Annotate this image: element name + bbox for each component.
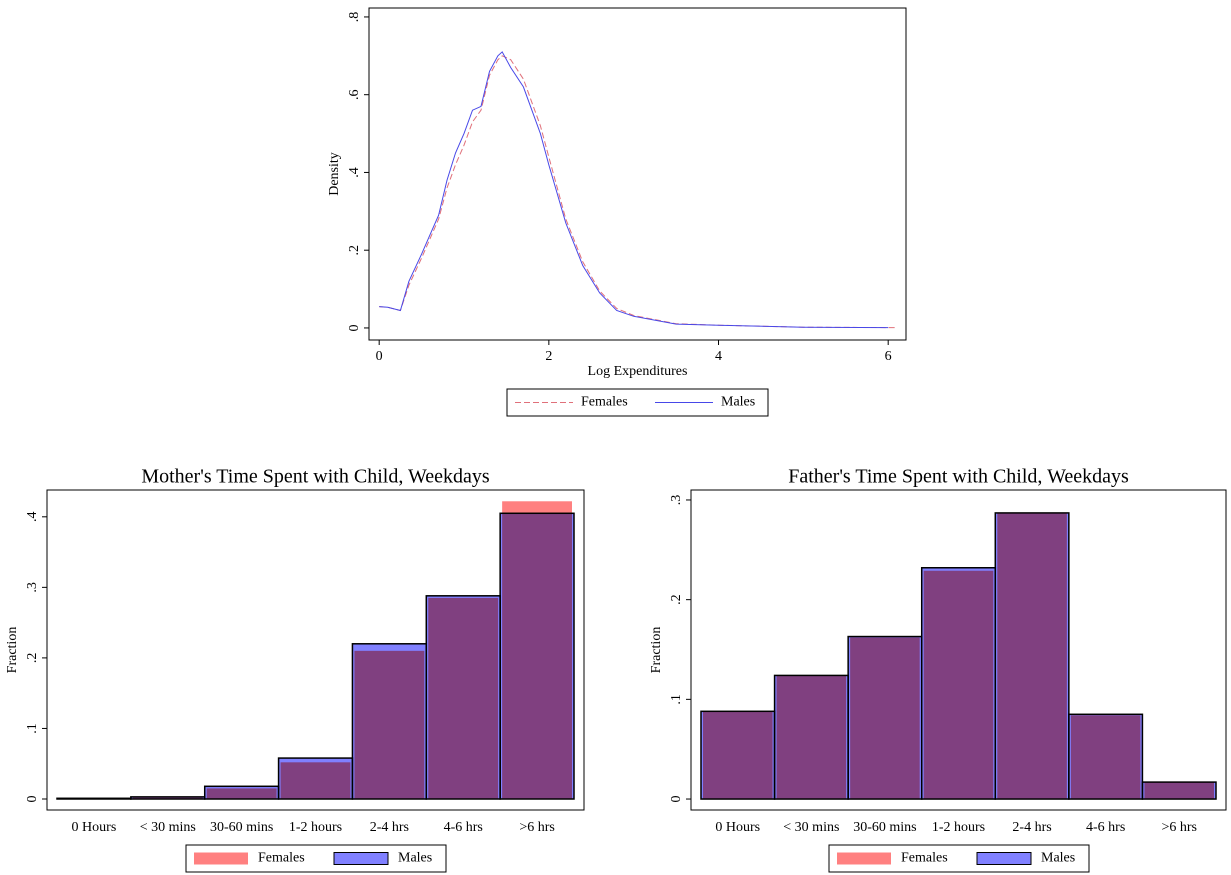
x-tick-label: 2-4 hrs bbox=[370, 820, 409, 835]
chart-title: Father's Time Spent with Child, Weekdays bbox=[788, 466, 1129, 488]
bar bbox=[56, 797, 132, 800]
bar bbox=[994, 512, 1070, 800]
bar bbox=[773, 674, 849, 800]
plot-frame bbox=[690, 489, 1227, 811]
x-tick-label: 2 bbox=[545, 349, 552, 364]
x-tick-label: 4 bbox=[715, 349, 722, 364]
x-tick-label: 0 Hours bbox=[715, 820, 760, 835]
legend-label: Females bbox=[901, 851, 948, 866]
y-tick-label: 0 bbox=[347, 324, 362, 331]
legend-label: Males bbox=[1041, 851, 1075, 866]
legend-label: Females bbox=[581, 395, 628, 410]
x-tick-label: 6 bbox=[885, 349, 892, 364]
bar bbox=[351, 643, 428, 800]
bar bbox=[130, 796, 206, 800]
y-tick-label: .2 bbox=[669, 594, 684, 605]
x-tick-label: < 30 mins bbox=[140, 820, 196, 835]
y-tick-label: 0 bbox=[25, 795, 40, 802]
legend-swatch bbox=[333, 852, 389, 865]
bar bbox=[920, 567, 997, 800]
x-tick-label: 0 bbox=[376, 349, 383, 364]
bar bbox=[203, 785, 280, 800]
x-tick-label: 30-60 mins bbox=[853, 820, 916, 835]
y-axis-title: Density bbox=[327, 152, 342, 196]
chart: Mother's Time Spent with Child, Weekdays… bbox=[5, 466, 585, 873]
x-tick-label: 0 Hours bbox=[72, 820, 117, 835]
y-axis-title: Fraction bbox=[649, 627, 664, 674]
x-tick-label: >6 hrs bbox=[519, 820, 555, 835]
legend-box bbox=[506, 388, 769, 417]
y-tick-label: .6 bbox=[347, 89, 362, 100]
legend-label: Males bbox=[398, 851, 432, 866]
y-tick-label: .2 bbox=[25, 653, 40, 664]
x-tick-label: 1-2 hours bbox=[289, 820, 342, 835]
chart-title: Mother's Time Spent with Child, Weekdays bbox=[141, 466, 490, 488]
y-tick-label: .4 bbox=[25, 512, 40, 523]
legend-label: Females bbox=[258, 851, 305, 866]
y-axis-title: Fraction bbox=[5, 627, 20, 674]
plot-frame bbox=[368, 7, 907, 341]
y-tick-label: .1 bbox=[25, 723, 40, 734]
legend-label: Males bbox=[721, 395, 755, 410]
x-tick-label: 2-4 hrs bbox=[1012, 820, 1051, 835]
y-tick-label: .1 bbox=[669, 694, 684, 705]
y-tick-label: .3 bbox=[25, 582, 40, 593]
line-series bbox=[379, 55, 897, 329]
x-tick-label: 4-6 hrs bbox=[444, 820, 483, 835]
legend-swatch bbox=[837, 852, 891, 865]
bar bbox=[1141, 781, 1217, 800]
plot-frame bbox=[46, 489, 585, 811]
y-tick-label: .4 bbox=[347, 167, 362, 178]
x-tick-label: >6 hrs bbox=[1161, 820, 1197, 835]
legend-swatch bbox=[194, 852, 248, 865]
x-tick-label: 4-6 hrs bbox=[1086, 820, 1125, 835]
x-tick-label: 1-2 hours bbox=[932, 820, 985, 835]
bar bbox=[499, 512, 575, 800]
y-tick-label: .8 bbox=[347, 12, 362, 23]
bar bbox=[847, 635, 923, 800]
x-tick-label: < 30 mins bbox=[783, 820, 839, 835]
legend-box bbox=[185, 844, 447, 873]
y-tick-label: .2 bbox=[347, 245, 362, 256]
legend-swatch bbox=[976, 852, 1032, 865]
y-tick-label: .3 bbox=[669, 495, 684, 506]
chart: Father's Time Spent with Child, Weekdays… bbox=[649, 466, 1227, 873]
x-axis-title: Log Expenditures bbox=[588, 364, 688, 379]
bar bbox=[277, 757, 354, 800]
bar bbox=[425, 595, 501, 800]
y-tick-label: 0 bbox=[669, 796, 684, 803]
bar bbox=[1068, 713, 1144, 800]
chart: 0 .2 .4 .6 .8 Density 0 2 4 6 Log Expenditures Fema… bbox=[327, 7, 907, 417]
line-series bbox=[379, 51, 889, 329]
bar bbox=[700, 710, 776, 800]
x-tick-label: 30-60 mins bbox=[210, 820, 273, 835]
